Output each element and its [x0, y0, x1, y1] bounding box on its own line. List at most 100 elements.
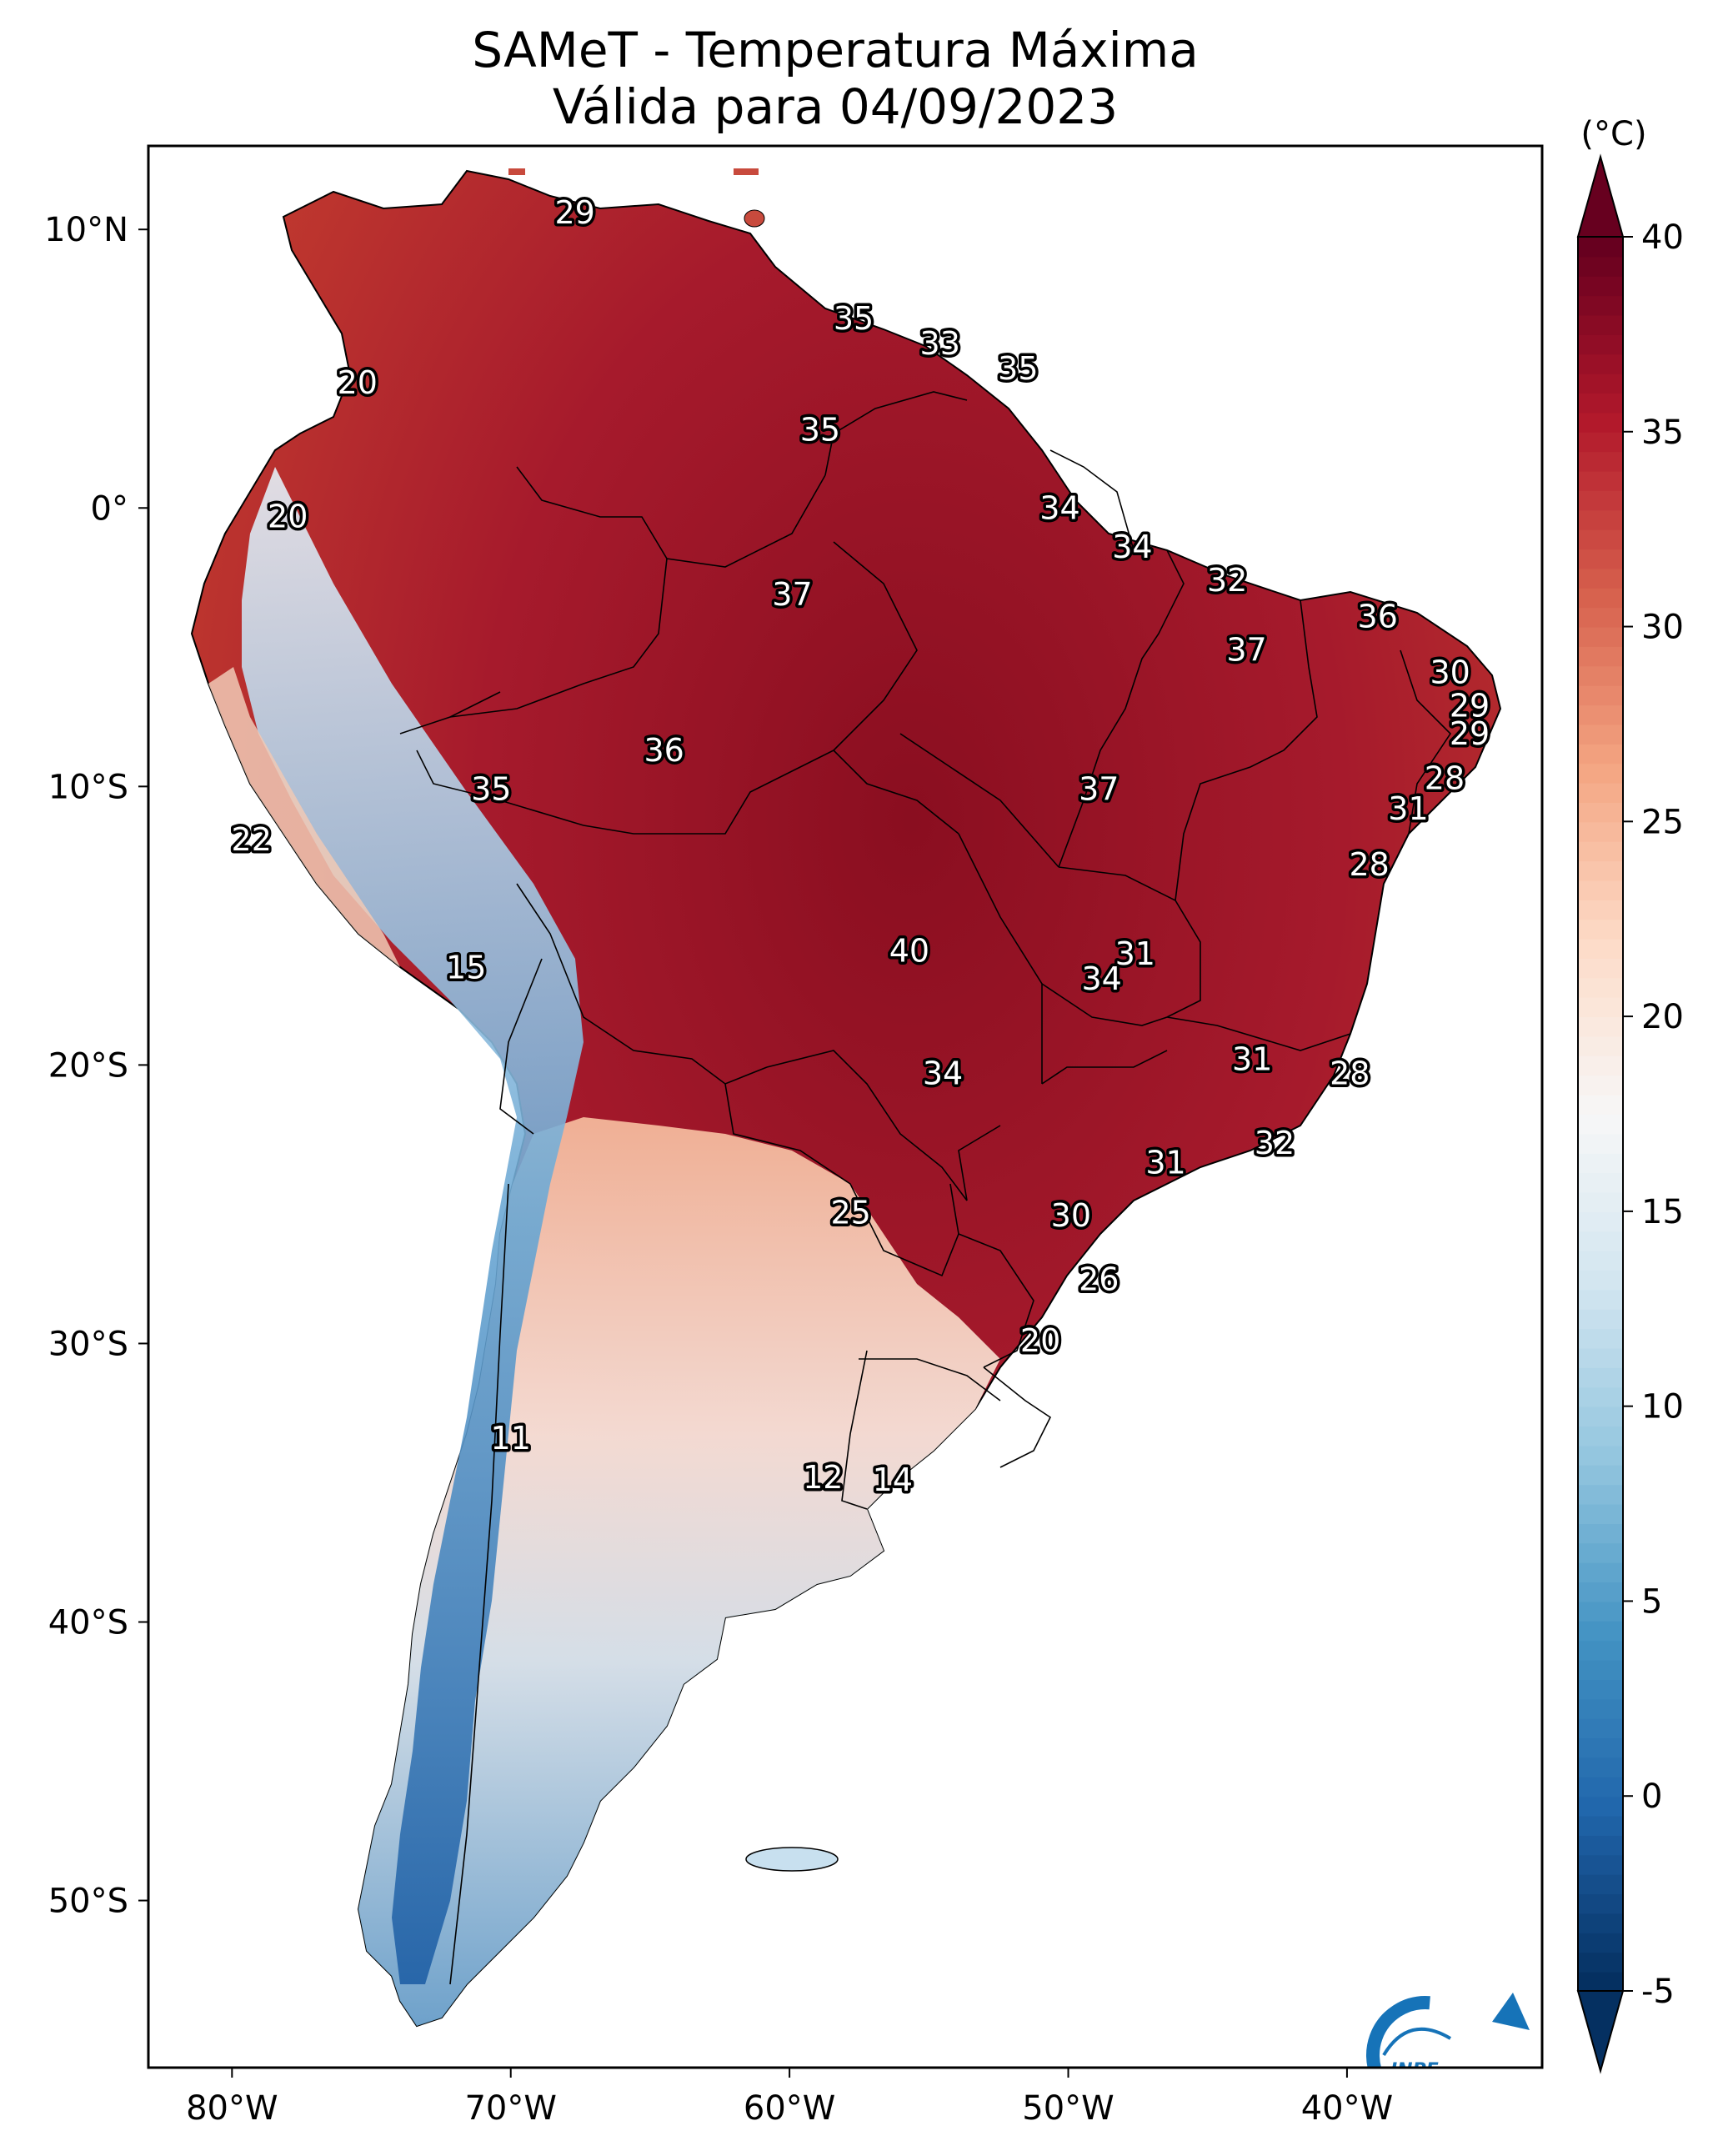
colorbar-band — [1578, 489, 1623, 511]
temperature-label: 35 — [800, 412, 840, 449]
colorbar-band — [1578, 1406, 1623, 1427]
colorbar-band — [1578, 1717, 1623, 1739]
colorbar-band — [1578, 1094, 1623, 1115]
map-frame — [147, 144, 1544, 2069]
colorbar-band — [1578, 724, 1623, 745]
colorbar-band — [1578, 763, 1623, 784]
colorbar-band — [1578, 1211, 1623, 1232]
colorbar-band — [1578, 1952, 1623, 1973]
lat-tick-label: 30°S — [48, 1325, 128, 1363]
falkland-islands — [745, 1847, 839, 1872]
lat-tick-label: 40°S — [48, 1604, 128, 1642]
colorbar-tick-label: 20 — [1641, 998, 1684, 1036]
colorbar-band — [1578, 782, 1623, 803]
temperature-label: 35 — [471, 771, 511, 808]
temperature-label: 34 — [1039, 489, 1079, 526]
colorbar-band — [1578, 568, 1623, 589]
colorbar-band — [1578, 1114, 1623, 1135]
colorbar-band — [1578, 431, 1623, 453]
colorbar-band — [1578, 1464, 1623, 1486]
colorbar-band — [1578, 1386, 1623, 1407]
trinidad-island — [744, 209, 765, 228]
temperature-label: 36 — [1358, 599, 1398, 635]
latitude-axis: 10°N 0° 10°S 20°S 30°S 40°S 50°S — [44, 211, 148, 1921]
colorbar-band — [1578, 1542, 1623, 1563]
map-area: 2920203533353534343236373730292928312836… — [148, 146, 1542, 2068]
logo-arrow-icon — [1492, 1993, 1530, 2030]
colorbar-band — [1578, 607, 1623, 628]
temperature-label: 34 — [923, 1055, 963, 1091]
temperature-label: 30 — [1430, 654, 1470, 690]
temperature-label: 25 — [831, 1194, 871, 1231]
temperature-label: 35 — [998, 350, 1038, 387]
colorbar-band — [1578, 333, 1623, 355]
colorbar-band — [1578, 1152, 1623, 1174]
colorbar-band — [1578, 295, 1623, 316]
colorbar-band — [1578, 373, 1623, 394]
colorbar-band — [1578, 899, 1623, 920]
colorbar-band — [1578, 1016, 1623, 1037]
colorbar-band — [1578, 1757, 1623, 1777]
lat-tick-label: 50°S — [48, 1883, 128, 1921]
colorbar-band — [1578, 704, 1623, 725]
colorbar-band — [1578, 1035, 1623, 1056]
colorbar-band — [1578, 938, 1623, 959]
colorbar-band — [1578, 1426, 1623, 1447]
temperature-label: 12 — [803, 1459, 843, 1496]
colorbar-band — [1578, 1582, 1623, 1602]
colorbar-tick-label: -5 — [1641, 1973, 1675, 2011]
lat-tick-label: 10°N — [44, 211, 128, 249]
colorbar-band — [1578, 1366, 1623, 1388]
temperature-label: 29 — [554, 194, 594, 231]
colorbar-band — [1578, 412, 1623, 433]
colorbar-band — [1578, 1250, 1623, 1271]
colorbar-band — [1578, 549, 1623, 569]
colorbar-band — [1578, 743, 1623, 765]
colorbar-band — [1578, 1659, 1623, 1680]
temperature-label: 37 — [1079, 771, 1119, 808]
temperature-label: 32 — [1207, 562, 1247, 599]
colorbar-band — [1578, 919, 1623, 940]
colorbar-band — [1578, 860, 1623, 881]
colorbar-tick-label: 40 — [1641, 218, 1684, 257]
colorbar-band — [1578, 840, 1623, 862]
lon-tick-label: 40°W — [1301, 2089, 1393, 2128]
colorbar-ticks: 40 35 30 25 20 15 10 5 0 -5 — [1623, 218, 1684, 2011]
colorbar-band — [1578, 1698, 1623, 1719]
colorbar-band — [1578, 626, 1623, 647]
colorbar-band — [1578, 587, 1623, 609]
colorbar-band — [1578, 1834, 1623, 1856]
temperature-label: 33 — [920, 325, 960, 362]
colorbar-band — [1578, 1796, 1623, 1817]
temperature-label: 20 — [338, 364, 378, 401]
lat-tick-label: 10°S — [48, 768, 128, 806]
colorbar-band — [1578, 1347, 1623, 1368]
colorbar-band — [1578, 275, 1623, 297]
colorbar-band — [1578, 509, 1623, 530]
colorbar-band — [1578, 237, 1623, 258]
colorbar-band — [1578, 1601, 1623, 1622]
temperature-label: 35 — [834, 300, 874, 337]
colorbar-band — [1578, 1854, 1623, 1875]
colorbar-band — [1578, 684, 1623, 706]
lon-tick-label: 70°W — [464, 2089, 556, 2128]
colorbar-band — [1578, 1133, 1623, 1154]
colorbar-band — [1578, 1522, 1623, 1544]
colorbar-band — [1578, 1308, 1623, 1330]
southern-cool-region — [358, 1117, 1000, 2026]
colorbar: (°C) 40 35 30 25 20 15 10 5 0 -5 — [1576, 115, 1684, 2074]
colorbar-band — [1578, 256, 1623, 277]
colorbar-band — [1578, 821, 1623, 842]
temperature-label: 22 — [232, 821, 272, 858]
colorbar-tick-label: 25 — [1641, 803, 1684, 841]
colorbar-bottom-extend — [1576, 1990, 1625, 2074]
colorbar-band — [1578, 645, 1623, 667]
colorbar-band — [1578, 314, 1623, 335]
colorbar-band — [1578, 1737, 1623, 1758]
temperature-label: 20 — [1020, 1322, 1060, 1359]
pacific-coastal-band — [208, 667, 400, 967]
temperature-label: 28 — [1425, 760, 1465, 796]
map-title-line1: SAMeT - Temperatura Máxima — [472, 22, 1199, 78]
colorbar-band — [1578, 1873, 1623, 1895]
